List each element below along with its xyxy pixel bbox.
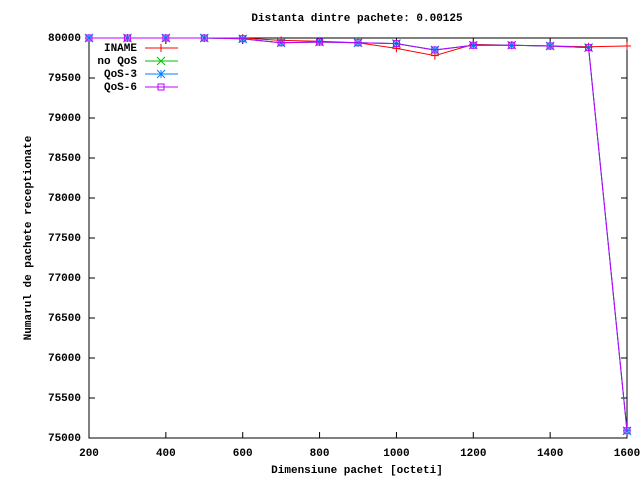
marker [585,44,593,52]
y-tick-label: 75000 [48,433,81,445]
marker [431,46,439,54]
marker [200,34,208,42]
marker [316,38,324,46]
x-tick-label: 1200 [460,448,486,460]
y-tick-label: 79000 [48,113,81,125]
legend-label: QoS-6 [104,82,137,94]
marker [354,39,362,47]
x-tick-label: 1400 [537,448,563,460]
legend-marker [156,69,166,79]
y-tick-label: 80000 [48,33,81,45]
marker [123,34,131,42]
y-tick-label: 76000 [48,353,81,365]
y-tick-label: 78000 [48,193,81,205]
x-axis-label: Dimensiune pachet [octeti] [271,465,443,477]
marker [623,42,631,50]
y-tick-label: 79500 [48,73,81,85]
y-tick-label: 75500 [48,393,81,405]
marker [239,35,247,43]
y-axis-label: Numarul de pachete receptionate [23,135,35,340]
x-tick-label: 600 [233,448,253,460]
chart-title: Distanta dintre pachete: 0.00125 [251,13,463,25]
series-line [89,37,628,431]
x-tick-label: 200 [79,448,99,460]
y-tick-label: 78500 [48,153,81,165]
marker [546,42,554,50]
marker [85,34,93,42]
x-tick-label: 400 [156,448,176,460]
x-tick-label: 1600 [614,448,640,460]
marker [392,40,400,48]
plot-frame [88,37,628,439]
legend-label: INAME [104,43,137,55]
marker [162,34,170,42]
x-tick-label: 800 [310,448,330,460]
marker [623,427,631,435]
series-line [89,37,628,431]
x-tick-label: 1000 [383,448,409,460]
y-tick-label: 76500 [48,313,81,325]
marker [277,39,285,47]
marker [469,41,477,49]
legend-marker [157,83,165,91]
legend-label: no QoS [97,56,137,68]
y-tick-label: 77000 [48,273,81,285]
y-tick-label: 77500 [48,233,81,245]
marker [508,41,516,49]
series-line [89,37,628,431]
legend-label: QoS-3 [104,69,137,81]
legend-marker [157,44,165,52]
legend-marker [156,56,166,66]
